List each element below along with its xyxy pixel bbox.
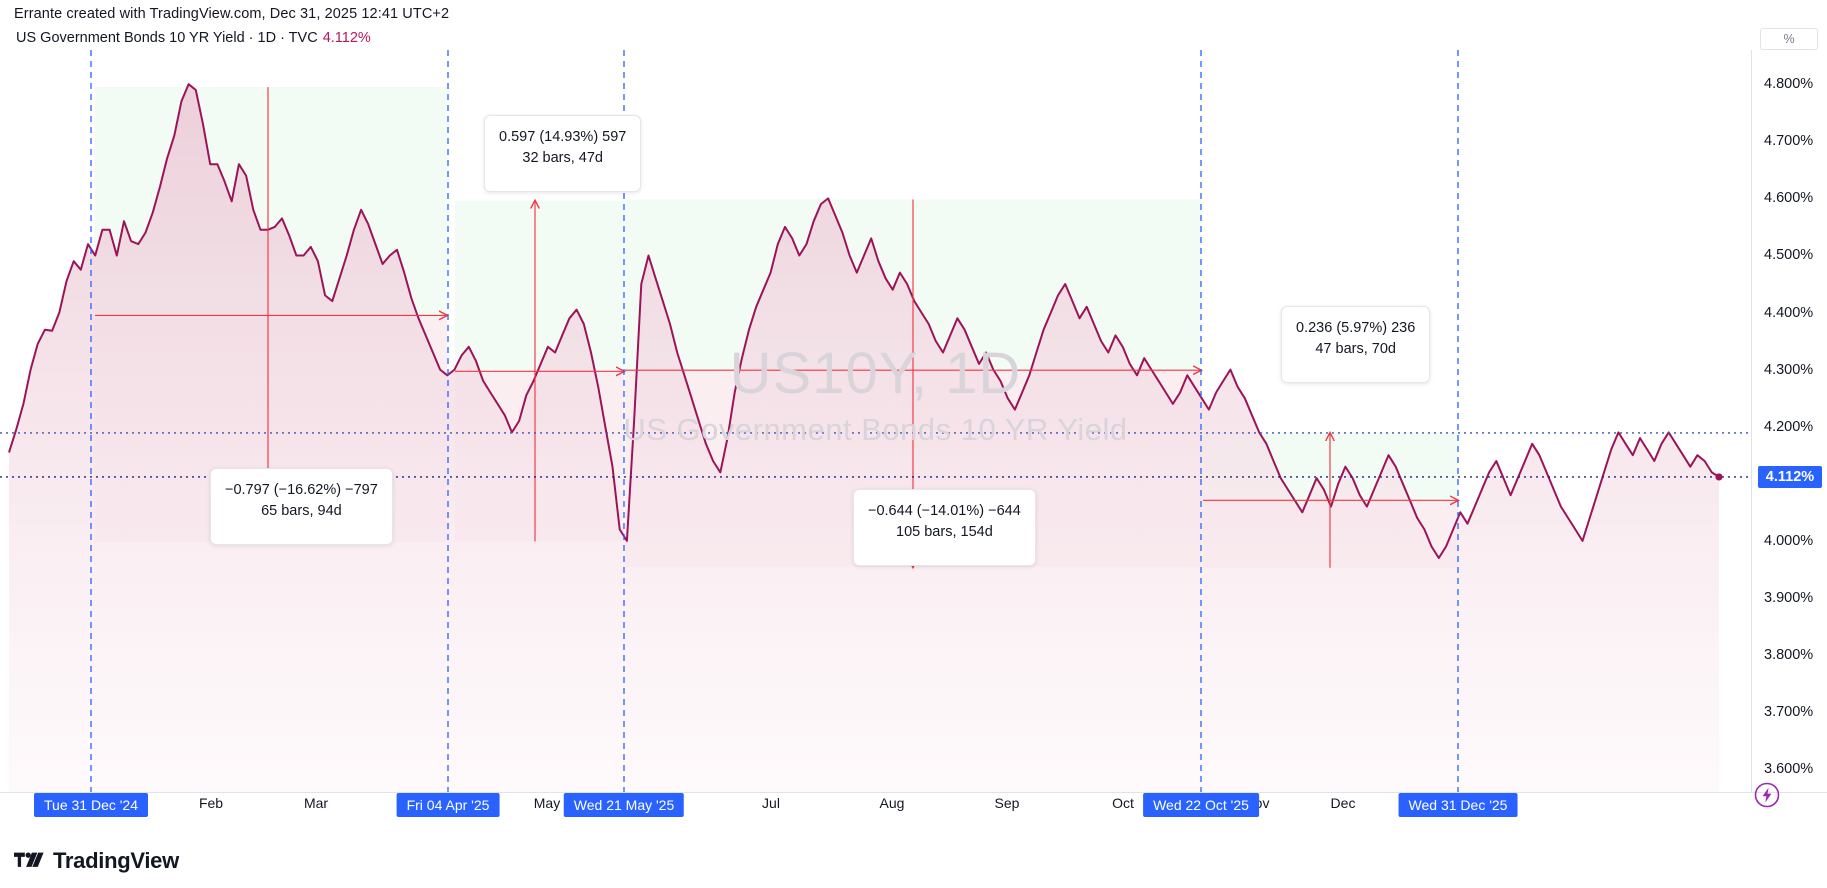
measurement-duration: 65 bars, 94d bbox=[261, 503, 342, 519]
legend-last-value: 4.112% bbox=[322, 30, 371, 46]
time-axis[interactable] bbox=[0, 792, 1827, 834]
time-axis-badge[interactable]: Fri 04 Apr '25 bbox=[396, 793, 500, 817]
measurement-label[interactable]: 0.236 (5.97%) 236 47 bars, 70d bbox=[1281, 306, 1431, 383]
price-axis-tick: 3.800% bbox=[1764, 647, 1814, 663]
price-line bbox=[8, 83, 1720, 559]
price-axis[interactable] bbox=[1751, 50, 1827, 792]
time-axis-badge[interactable]: Wed 31 Dec '25 bbox=[1398, 793, 1518, 817]
measure-zone bbox=[455, 200, 624, 372]
price-axis-tick: 4.800% bbox=[1764, 76, 1814, 93]
time-axis-badge[interactable]: Wed 21 May '25 bbox=[563, 793, 685, 817]
time-axis-tick: Aug bbox=[879, 795, 905, 811]
price-axis-tick: 4.400% bbox=[1764, 304, 1814, 321]
measurement-delta: −0.644 (−14.01%) −644 bbox=[868, 503, 1021, 519]
measurement-label[interactable]: −0.644 (−14.01%) −644 105 bars, 154d bbox=[853, 489, 1036, 566]
measurement-delta: 0.236 (5.97%) 236 bbox=[1296, 320, 1416, 336]
price-axis-tick: 4.200% bbox=[1764, 418, 1814, 435]
price-axis-unit[interactable]: % bbox=[1760, 28, 1818, 50]
last-price-marker bbox=[1715, 473, 1723, 481]
price-axis-tick: 4.300% bbox=[1764, 361, 1814, 378]
time-axis-tick: Feb bbox=[198, 795, 224, 811]
tradingview-logo: TradingView bbox=[14, 848, 179, 874]
price-axis-tick: 4.700% bbox=[1764, 133, 1814, 150]
time-axis-tick: Sep bbox=[994, 795, 1020, 811]
price-axis-tick: 4.600% bbox=[1764, 190, 1814, 207]
measurement-label[interactable]: −0.797 (−16.62%) −797 65 bars, 94d bbox=[210, 468, 393, 545]
legend-symbol-label: US Government Bonds 10 YR Yield · 1D · T… bbox=[16, 30, 318, 46]
measurement-label[interactable]: 0.597 (14.93%) 597 32 bars, 47d bbox=[484, 115, 642, 192]
measurement-duration: 32 bars, 47d bbox=[522, 150, 603, 166]
tradingview-wordmark: TradingView bbox=[53, 848, 179, 873]
time-axis-tick: Dec bbox=[1330, 795, 1356, 811]
chart-pane[interactable]: US10Y, 1D US Government Bonds 10 YR Yiel… bbox=[0, 50, 1751, 792]
chart-legend: US Government Bonds 10 YR Yield · 1D · T… bbox=[16, 30, 371, 46]
price-axis-tick: 3.900% bbox=[1764, 589, 1814, 606]
attribution-text: Errante created with TradingView.com, De… bbox=[14, 6, 450, 22]
current-price-badge[interactable]: 4.112% bbox=[1758, 465, 1822, 488]
tradingview-mark-icon bbox=[14, 852, 44, 867]
time-axis-badge[interactable]: Tue 31 Dec '24 bbox=[34, 793, 148, 817]
time-axis-badge[interactable]: Wed 22 Oct '25 bbox=[1143, 793, 1259, 817]
price-axis-tick: 4.500% bbox=[1764, 247, 1814, 264]
measurement-duration: 47 bars, 70d bbox=[1315, 341, 1396, 357]
price-axis-tick: 3.700% bbox=[1764, 704, 1814, 721]
price-axis-tick: 4.000% bbox=[1764, 532, 1814, 549]
price-series-plot bbox=[0, 50, 1751, 792]
price-area-fill bbox=[9, 84, 1719, 792]
measurement-delta: −0.797 (−16.62%) −797 bbox=[225, 482, 378, 498]
measurement-duration: 105 bars, 154d bbox=[896, 524, 993, 540]
time-axis-tick: Mar bbox=[303, 795, 329, 811]
lightning-bolt-icon[interactable] bbox=[1749, 777, 1785, 813]
time-axis-tick: Jul bbox=[762, 795, 780, 811]
time-axis-tick: May bbox=[533, 795, 561, 811]
measurement-delta: 0.597 (14.93%) 597 bbox=[499, 129, 627, 145]
price-axis-tick: 3.600% bbox=[1764, 761, 1814, 778]
time-axis-tick: Oct bbox=[1112, 795, 1134, 811]
